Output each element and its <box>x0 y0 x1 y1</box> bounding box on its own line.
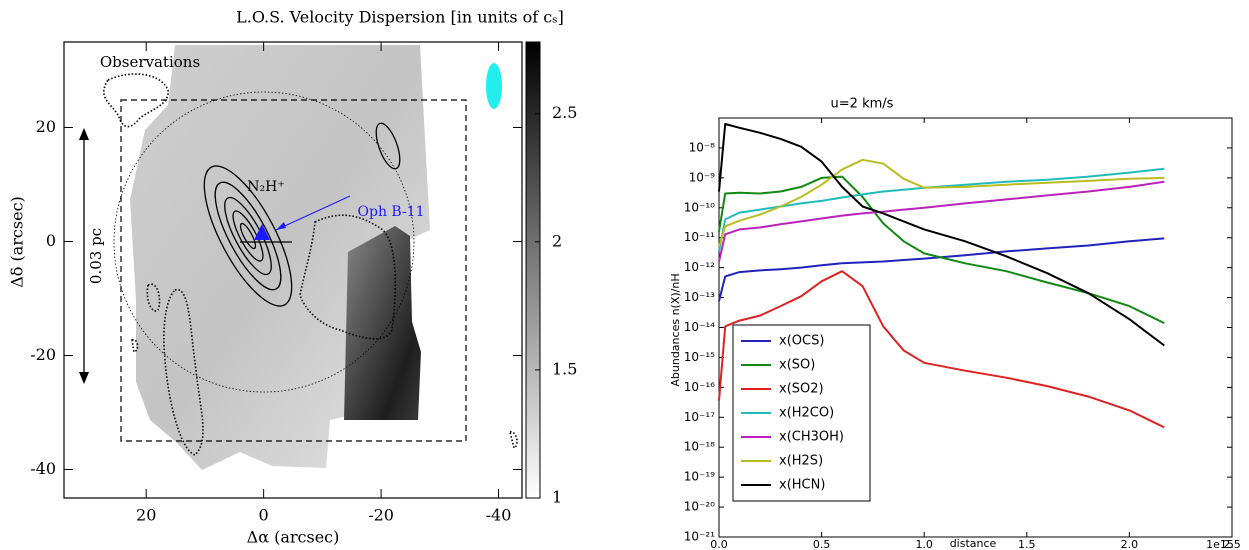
contour <box>163 289 204 456</box>
x-tick-label: 0 <box>259 506 269 525</box>
x-tick-label: 2.0 <box>1121 538 1139 550</box>
legend-label: x(H2S) <box>779 454 823 469</box>
y-tick-label: 10⁻¹¹ <box>684 230 715 244</box>
legend-label: x(SO) <box>779 358 815 373</box>
annotation: 0.03 pc <box>87 228 105 284</box>
y-tick-label: 10⁻¹⁴ <box>684 320 715 334</box>
pointer-head <box>276 222 286 230</box>
observation-contours <box>103 73 518 456</box>
contour <box>214 181 282 291</box>
y-tick-label: 10⁻¹⁹ <box>684 470 715 484</box>
legend-label: x(OCS) <box>779 334 824 349</box>
right-title: u=2 km/s <box>831 97 894 112</box>
y-tick-label: 10⁻¹³ <box>684 290 715 304</box>
contour <box>299 214 397 340</box>
legend-label: x(H2CO) <box>779 406 834 421</box>
legend-label: x(HCN) <box>779 478 825 493</box>
y-tick-label: 20 <box>36 117 56 136</box>
contour <box>239 222 257 250</box>
pointer-arrow <box>275 195 351 231</box>
series-line <box>718 167 1165 252</box>
y-tick-label: 10⁻⁸ <box>689 140 716 154</box>
x-tick-label: 1.0 <box>915 538 933 550</box>
y-tick-label: 10⁻²⁰ <box>684 500 715 514</box>
y-tick-label: 10⁻⁹ <box>689 170 716 184</box>
legend-label: x(CH3OH) <box>779 430 844 445</box>
offset-label: 1e15 <box>1206 538 1234 550</box>
y-tick-label: 10⁻²¹ <box>684 530 715 544</box>
y-tick-label: 10⁻¹⁵ <box>684 350 715 364</box>
y-tick-label: 10⁻¹⁷ <box>684 410 715 424</box>
contour <box>203 165 293 307</box>
velocity-map <box>79 45 518 470</box>
colorbar-tick-label: 1.5 <box>552 359 577 378</box>
legend-label: x(SO2) <box>779 382 824 397</box>
right-y-label: Abundances n(X)/nH <box>669 273 682 386</box>
series-line <box>718 237 1165 302</box>
dotted-circle <box>113 91 415 393</box>
x-tick-label: 2.5 <box>1223 538 1241 550</box>
y-tick-label: 10⁻¹² <box>684 260 715 274</box>
series-line <box>718 123 1165 347</box>
x-tick-label: 0.0 <box>710 538 728 550</box>
colorbar-tick-label: 2 <box>552 231 562 250</box>
source-marker <box>254 224 270 240</box>
contour <box>375 122 401 170</box>
contour <box>509 431 518 450</box>
x-tick-label: 20 <box>136 506 156 525</box>
dashed-box <box>120 99 467 442</box>
y-tick-label: 10⁻¹⁸ <box>684 440 715 454</box>
contour <box>103 73 169 128</box>
y-tick-label: -20 <box>30 345 56 364</box>
contour <box>146 283 161 312</box>
annotation: Observations <box>100 53 200 71</box>
map-dark-region <box>344 226 421 420</box>
series-line <box>718 180 1165 262</box>
y-tick-label: 10⁻¹⁰ <box>684 200 715 214</box>
y-tick-label: 0 <box>46 231 56 250</box>
y-tick-label: -40 <box>30 459 56 478</box>
annotation: N₂H⁺ <box>247 179 284 195</box>
series-line <box>718 270 1165 429</box>
left-x-label: Δα (arcsec) <box>247 528 340 547</box>
colorbar <box>525 41 541 499</box>
x-tick-label: -40 <box>486 506 512 525</box>
n2h-contours <box>203 165 293 307</box>
annotation: Oph B-11 <box>358 204 425 220</box>
beam <box>486 63 502 109</box>
x-tick-label: 0.5 <box>813 538 831 550</box>
left-title: L.O.S. Velocity Dispersion [in units of … <box>236 8 564 27</box>
colorbar-tick-label: 2.5 <box>552 103 577 122</box>
series-line <box>718 158 1165 247</box>
y-tick-label: 10⁻¹⁶ <box>684 380 715 394</box>
x-tick-label: -20 <box>368 506 394 525</box>
colorbar-tick-label: 1 <box>552 488 562 507</box>
contour <box>232 210 264 262</box>
plot-frame <box>63 41 523 499</box>
x-tick-label: 1.5 <box>1018 538 1036 550</box>
left-y-label: Δδ (arcsec) <box>8 196 27 288</box>
right-x-label: distance <box>950 537 997 550</box>
